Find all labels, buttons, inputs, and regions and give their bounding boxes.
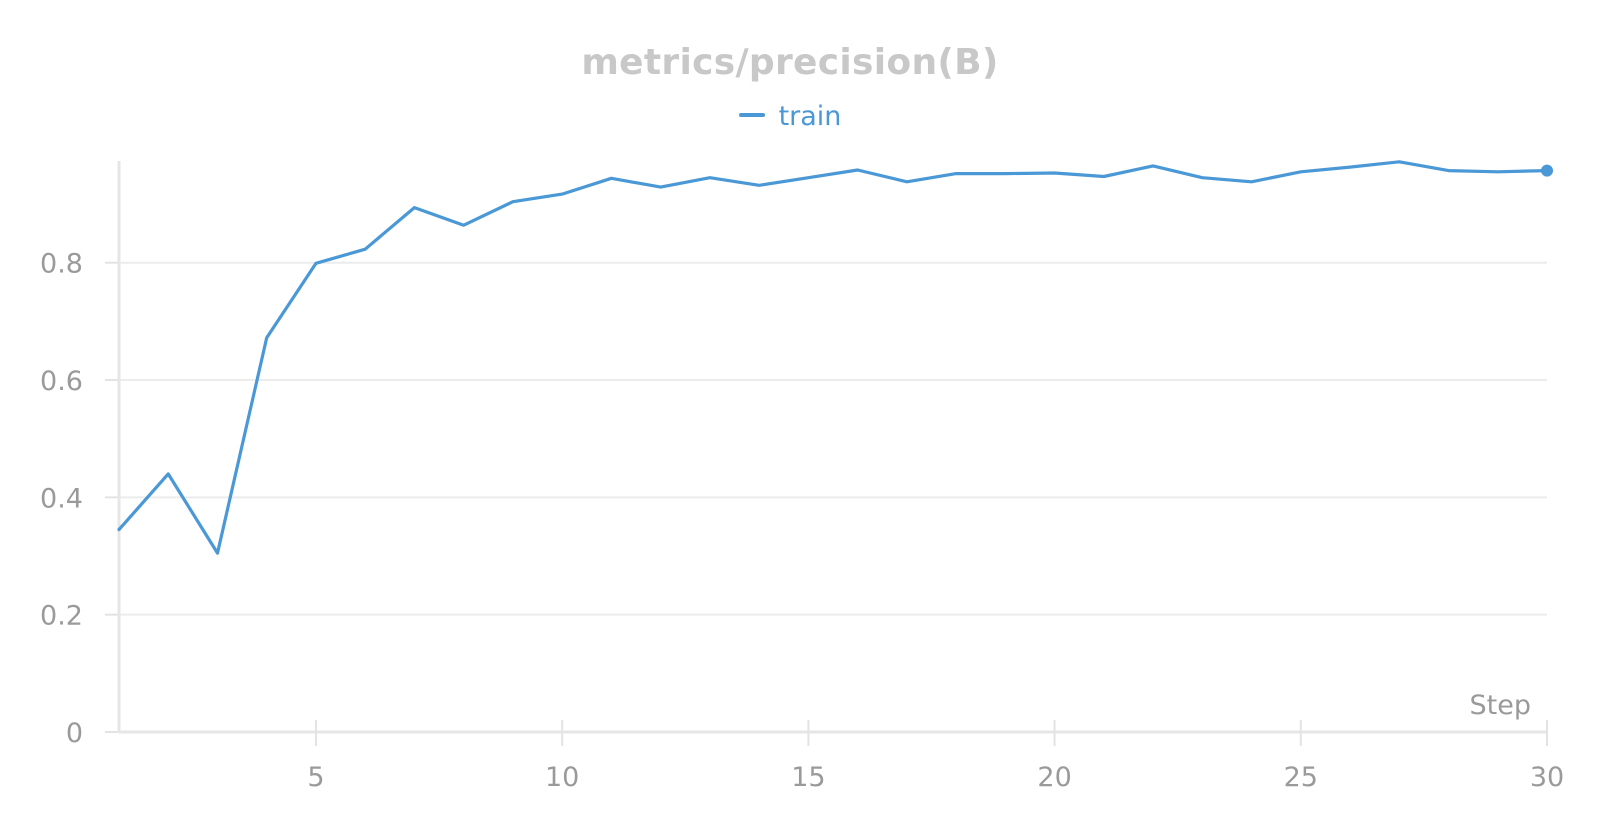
- tick-labels: 0 0.2 0.4 0.6 0.8 5 10 15 20 25 30: [40, 249, 1564, 793]
- grid-lines: [119, 261, 1547, 616]
- legend[interactable]: train: [0, 100, 1580, 132]
- chart-title: metrics/precision(B): [581, 42, 999, 83]
- x-tick-label: 15: [791, 762, 825, 793]
- series-endpoint-train: [1541, 164, 1553, 177]
- series-line-train: [117, 160, 1549, 555]
- x-tick-label: 10: [545, 762, 579, 793]
- y-tick-label: 0.2: [40, 601, 83, 632]
- x-tick-label: 25: [1284, 762, 1318, 793]
- series-layer: [117, 160, 1553, 555]
- y-tick-label: 0.6: [40, 366, 83, 397]
- y-tick-label: 0: [66, 718, 83, 749]
- axes: [105, 161, 1548, 746]
- y-tick-label: 0.4: [40, 483, 83, 514]
- x-tick-label: 5: [307, 762, 324, 793]
- x-tick-label: 30: [1530, 762, 1564, 793]
- y-tick-label: 0.8: [40, 249, 83, 280]
- legend-label-train: train: [778, 101, 842, 132]
- x-axis-title: Step: [1470, 690, 1531, 721]
- legend-swatch-train: [738, 112, 765, 117]
- x-tick-label: 20: [1037, 762, 1071, 793]
